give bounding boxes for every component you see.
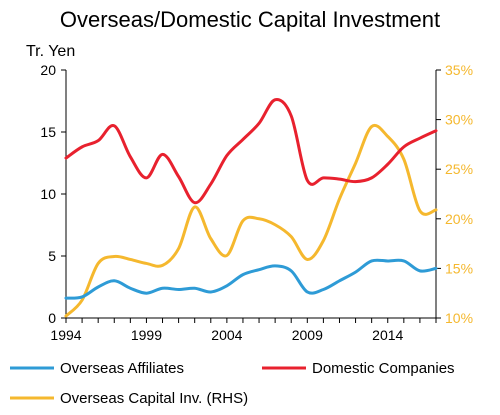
- y-tick-label-right: 20%: [445, 211, 473, 227]
- y-tick-label-left: 15: [40, 124, 56, 140]
- axes: 0 5 10 15 20 10% 15% 20% 25% 30% 35% 1994 1999 2004 20…: [40, 62, 473, 343]
- x-tick-label: 2014: [372, 327, 403, 343]
- legend: Overseas Affiliates Domestic Companies Ove…: [10, 360, 455, 407]
- legend-label-overseas-capital-inv-rhs: Overseas Capital Inv. (RHS): [60, 390, 248, 407]
- y-tick-label-left: 0: [48, 310, 56, 326]
- y-tick-label-right: 10%: [445, 310, 473, 326]
- x-tick-label: 2004: [211, 327, 242, 343]
- y-tick-label-right: 15%: [445, 260, 473, 276]
- series-line-overseas-affiliates: [64, 258, 438, 300]
- x-tick-label: 1999: [131, 327, 162, 343]
- plot-area: [64, 98, 438, 318]
- y-tick-label-right: 25%: [445, 161, 473, 177]
- y-tick-label-left: 20: [40, 62, 56, 78]
- y-tick-label-right: 30%: [445, 112, 473, 128]
- y-tick-label-right: 35%: [445, 62, 473, 78]
- y-axis-label: Tr. Yen: [26, 43, 75, 60]
- x-tick-label: 1994: [50, 327, 81, 343]
- legend-label-domestic-companies: Domestic Companies: [312, 360, 455, 377]
- x-tick-label: 2009: [292, 327, 323, 343]
- y-tick-label-left: 5: [48, 248, 56, 264]
- series-line-domestic-companies: [64, 98, 438, 205]
- series-line-overseas-capital-inv-rhs: [64, 123, 438, 318]
- legend-label-overseas-affiliates: Overseas Affiliates: [60, 360, 184, 377]
- y-tick-label-left: 10: [40, 186, 56, 202]
- chart-title: Overseas/Domestic Capital Investment: [60, 7, 440, 32]
